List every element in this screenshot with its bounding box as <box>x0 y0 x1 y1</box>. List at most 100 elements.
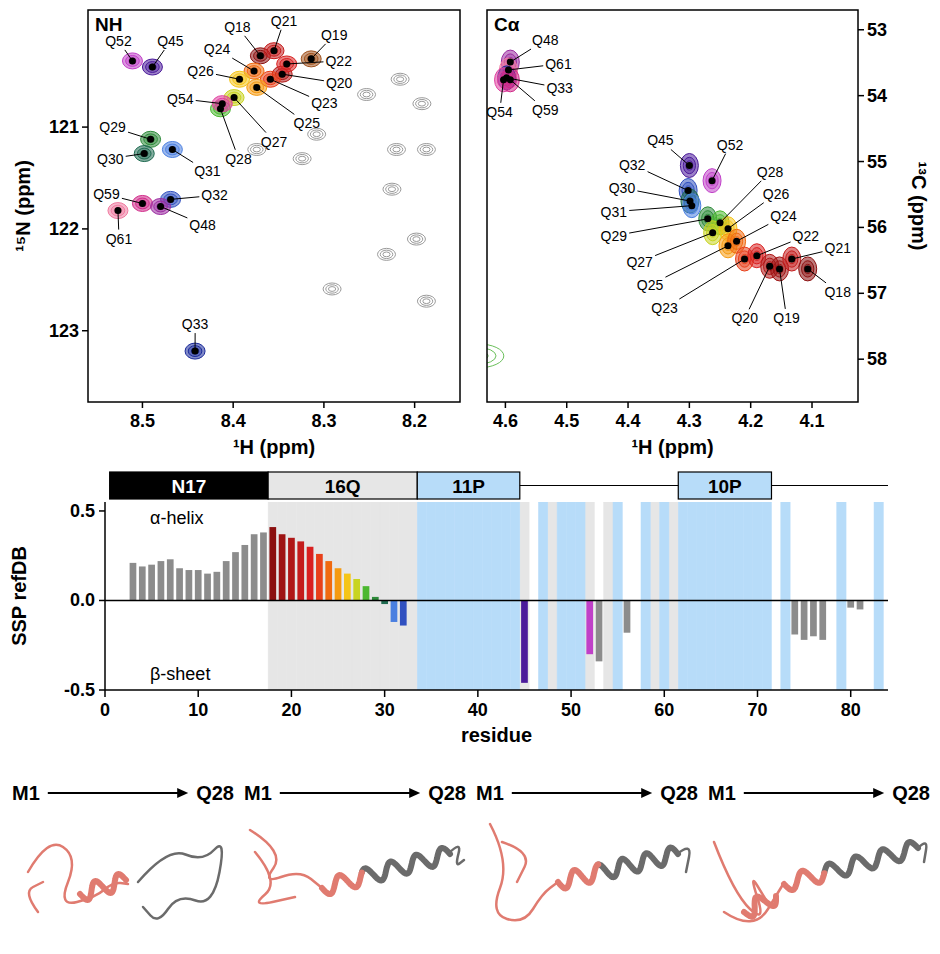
leader-line <box>780 269 786 309</box>
structure-coil <box>138 846 222 918</box>
residue-band <box>455 502 464 690</box>
domain-label: N17 <box>171 476 206 497</box>
peak-label: Q32 <box>201 187 228 203</box>
y-tick-label: 54 <box>867 86 887 106</box>
residue-band <box>744 502 753 690</box>
annotation: α-helix <box>150 508 203 528</box>
background-peak <box>323 283 341 295</box>
leader-line <box>665 246 728 277</box>
peak-label: Q21 <box>271 13 298 29</box>
peak-label: Q31 <box>601 204 628 220</box>
residue-band <box>548 502 557 690</box>
residue-band <box>734 502 743 690</box>
residue-band <box>445 502 454 690</box>
x-tick-label: 4.6 <box>493 411 518 431</box>
background-peak-contour <box>383 252 390 257</box>
x-tick-label: 0 <box>100 700 110 720</box>
leader-line <box>510 49 531 62</box>
structure-start-label: M1 <box>244 782 272 804</box>
background-peak-contour <box>410 235 423 243</box>
leader-line <box>171 197 200 200</box>
peak-label: Q20 <box>731 310 758 326</box>
leader-line <box>126 154 145 157</box>
structure-coil <box>490 824 558 920</box>
residue-band <box>380 502 389 690</box>
peak-label: Q33 <box>182 316 209 332</box>
x-tick-label: 4.4 <box>616 411 641 431</box>
background-peak-contour <box>363 92 370 97</box>
x-tick <box>570 690 572 697</box>
structure-coil <box>502 842 526 882</box>
domain-box <box>678 472 771 499</box>
structure-helix <box>824 842 918 876</box>
x-tick-label: 8.2 <box>402 411 427 431</box>
structure-arrow <box>512 792 644 794</box>
structure-start-label: M1 <box>476 782 504 804</box>
residue-band <box>343 502 352 690</box>
figure: Q52Q45Q18Q19Q20Q21Q22Q23Q24Q25Q26Q27Q28Q… <box>0 0 940 954</box>
residue-band <box>753 502 762 690</box>
leader-line <box>216 74 240 79</box>
domain-box <box>110 472 268 499</box>
y-axis-title: SSP refDB <box>8 546 30 646</box>
ssp-bar <box>391 600 398 621</box>
ssp-bar <box>223 561 230 600</box>
residue-band <box>492 502 501 690</box>
x-tick-label: 80 <box>841 700 861 720</box>
background-peak-contour <box>420 145 433 153</box>
ssp-bar <box>363 586 370 600</box>
ssp-bar <box>186 570 193 600</box>
ssp-bar <box>344 574 351 601</box>
structure-arrow <box>280 792 412 794</box>
y-tick-label: 53 <box>867 20 887 40</box>
y-tick <box>858 293 864 295</box>
plot-background <box>487 10 858 402</box>
x-tick-label: 50 <box>561 700 581 720</box>
x-tick-label: 8.4 <box>221 411 246 431</box>
ssp-bar <box>269 527 276 600</box>
leader-line <box>161 207 188 218</box>
ssp-bar <box>596 600 603 661</box>
leader-line <box>245 36 261 56</box>
structure-helix <box>558 864 598 888</box>
peak-label: Q30 <box>609 180 636 196</box>
x-tick <box>664 690 666 697</box>
leader-line <box>270 79 309 96</box>
x-tick <box>566 402 568 408</box>
x-tick-label: 70 <box>747 700 767 720</box>
x-axis-line <box>105 689 888 691</box>
residue-band <box>585 502 594 690</box>
page: {"chart_data": [ {"type": "scatter", "ti… <box>0 0 940 954</box>
leader-line <box>287 62 324 64</box>
ssp-bar <box>214 572 221 601</box>
residue-band <box>520 502 529 690</box>
residue-band <box>678 502 687 690</box>
background-peak-contour <box>413 237 420 242</box>
residue-band <box>688 502 697 690</box>
y-tick-label: 123 <box>49 321 79 341</box>
domain-label: 11P <box>452 476 485 497</box>
y-tick <box>858 358 864 360</box>
peak-label: Q29 <box>601 228 628 244</box>
structure-start-label: M1 <box>12 782 40 804</box>
residue-band <box>510 502 519 690</box>
residue-band <box>389 502 398 690</box>
residue-band <box>473 502 482 690</box>
leader-line <box>196 101 223 104</box>
y-tick-label: -0.5 <box>64 680 95 700</box>
background-peak <box>383 183 401 195</box>
residue-band <box>305 502 314 690</box>
peak-label: Q24 <box>204 41 231 57</box>
peaks <box>108 43 435 359</box>
y-tick-label: 55 <box>867 152 887 172</box>
panel-title: Cα <box>494 14 520 35</box>
structure-arrow-head <box>177 788 188 798</box>
x-tick-label: 4.2 <box>738 411 763 431</box>
peak-label: Q54 <box>167 91 194 107</box>
background-peak-contour <box>423 299 430 304</box>
structure-coil <box>724 886 782 921</box>
x-tick-label: 4.5 <box>554 411 579 431</box>
ssp-bar <box>148 565 155 601</box>
leader-line <box>749 266 770 309</box>
structure-helix <box>322 873 362 895</box>
